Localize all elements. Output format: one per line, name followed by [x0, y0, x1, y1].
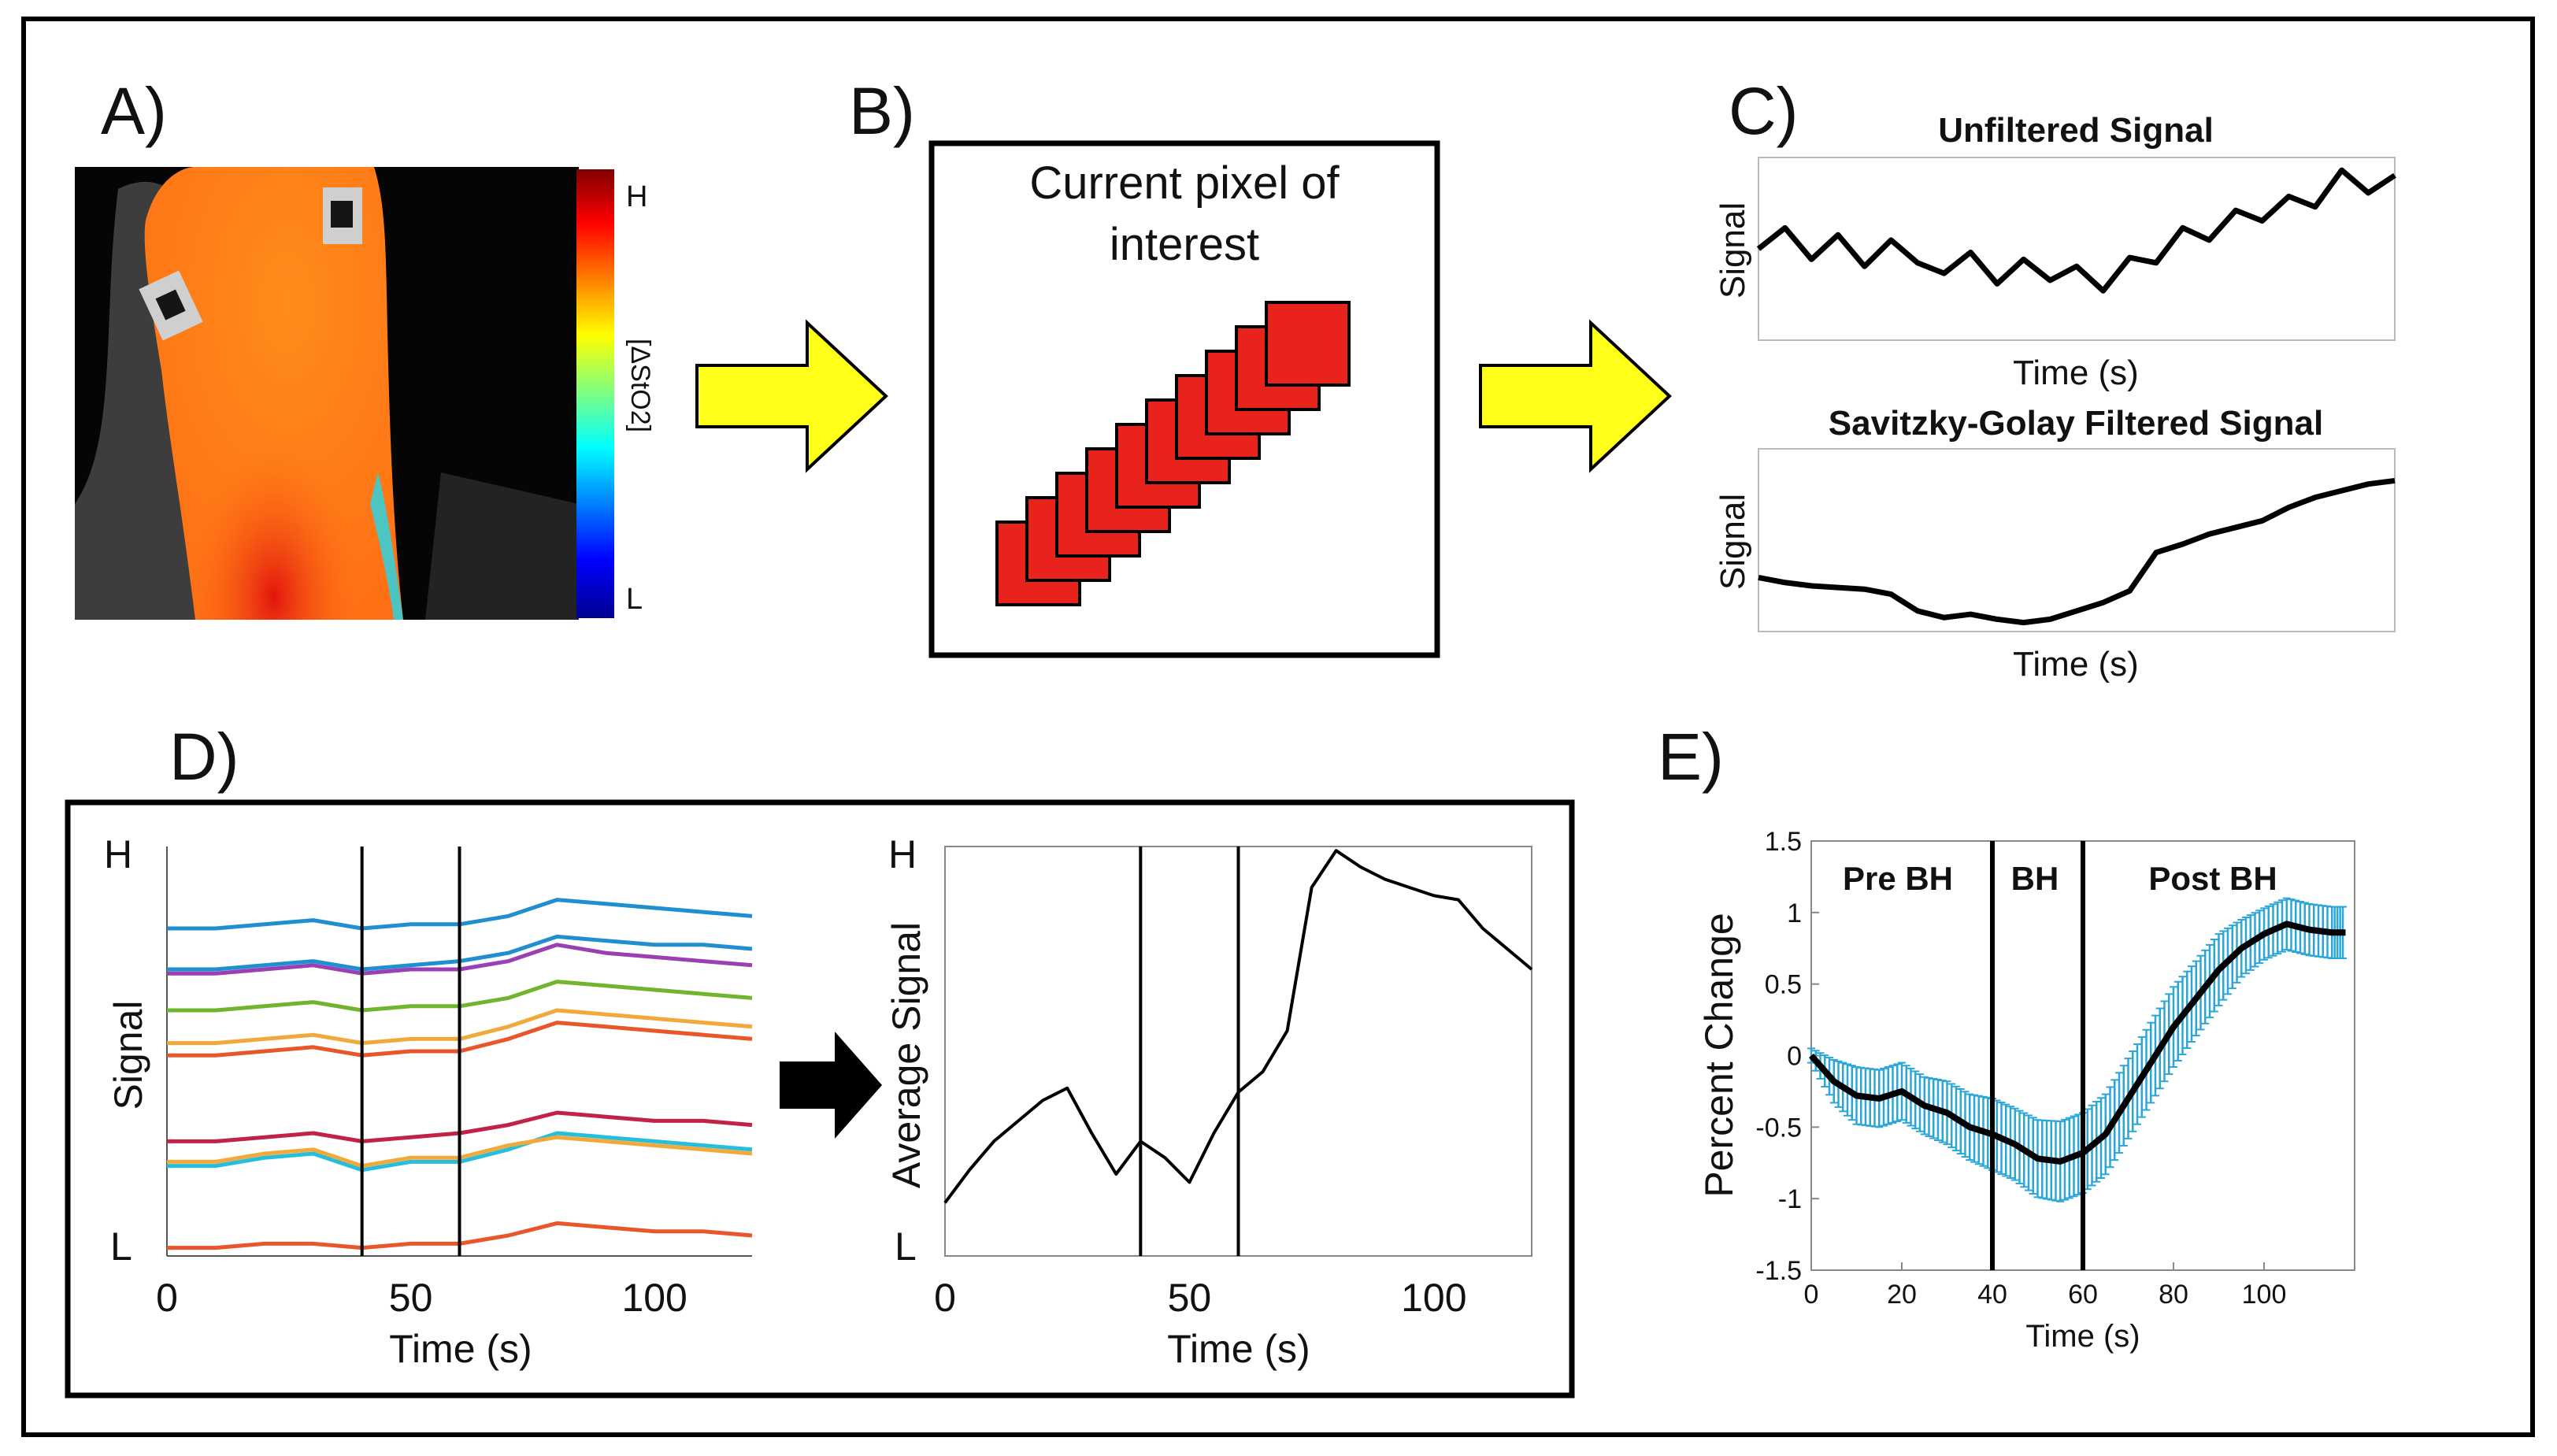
d-right-xticks: 0 50 100 — [934, 1276, 1466, 1320]
panel-e: E) -1.5 -1 -0.5 0 0.5 1 1.5 0 20 40 60 80 100 Pre B… — [1658, 720, 2355, 1354]
panel-b-caption-line2: interest — [1110, 219, 1259, 270]
x-tick-label: 50 — [389, 1276, 433, 1320]
dark-region — [425, 472, 579, 620]
pixel-stack — [995, 301, 1351, 606]
phase-label-post: Post BH — [2148, 860, 2277, 897]
unfiltered-signal-line — [1756, 167, 2396, 294]
filtered-ylabel: Signal — [1714, 494, 1752, 590]
x-tick-label: 20 — [1887, 1280, 1917, 1310]
x-tick-label: 50 — [1168, 1276, 1212, 1320]
y-tick-label: -1 — [1778, 1184, 1802, 1214]
unfiltered-title: Unfiltered Signal — [1938, 111, 2214, 150]
pixel-frame — [1265, 301, 1351, 387]
y-tick-label: 1.5 — [1765, 827, 1802, 857]
x-tick-label: 80 — [2159, 1280, 2188, 1310]
panel-a-label: A) — [101, 74, 167, 148]
panel-b-caption-line1: Current pixel of — [1029, 157, 1340, 209]
arrow-b-to-c — [1479, 319, 1672, 473]
unfiltered-axes — [1758, 157, 2396, 341]
unfiltered-ylabel: Signal — [1714, 202, 1752, 298]
foot-edge-cyan — [370, 472, 403, 620]
e-breath-hold-lines — [1990, 841, 2085, 1270]
d-left-xticks: 0 50 100 — [156, 1276, 687, 1320]
y-tick-label: -0.5 — [1755, 1113, 1802, 1143]
x-tick-label: 100 — [621, 1276, 687, 1320]
phase-label-pre: Pre BH — [1843, 860, 1953, 897]
x-tick-label: 100 — [2242, 1280, 2287, 1310]
arrow-to-average — [780, 1032, 882, 1139]
x-tick-label: 100 — [1401, 1276, 1466, 1320]
d-right-ylabel: Average Signal — [884, 922, 928, 1188]
marker-top-right-center — [331, 201, 353, 228]
y-tick-label: 0.5 — [1765, 970, 1802, 1000]
x-tick-label: 0 — [156, 1276, 178, 1320]
e-yticks: -1.5 -1 -0.5 0 0.5 1 1.5 — [1755, 827, 1819, 1286]
panel-d: D) H L Signal 0 50 100 Time (s) H L Averag… — [65, 720, 1575, 1399]
d-right-low: L — [895, 1224, 917, 1269]
filtered-signal-line — [1758, 477, 2396, 626]
d-right-breath-hold-lines — [1139, 847, 1240, 1256]
x-tick-label: 60 — [2068, 1280, 2098, 1310]
filtered-title: Savitzky-Golay Filtered Signal — [1829, 404, 2323, 443]
colorbar — [576, 169, 614, 618]
y-tick-label: 1 — [1787, 898, 1802, 928]
x-tick-label: 0 — [1804, 1280, 1819, 1310]
x-tick-label: 40 — [1977, 1280, 2007, 1310]
panel-c-label: C) — [1729, 74, 1799, 148]
d-left-xlabel: Time (s) — [389, 1327, 532, 1371]
panel-d-label: D) — [169, 720, 239, 794]
e-ylabel: Percent Change — [1697, 913, 1741, 1197]
filtered-axes — [1758, 448, 2396, 632]
colorbar-quantity-label: [ΔStO2] — [625, 339, 655, 432]
foot-heat-spot — [144, 167, 404, 620]
d-left-breath-hold-lines — [360, 847, 461, 1256]
y-tick-label: 0 — [1787, 1042, 1802, 1072]
panel-b: B) Current pixel of interest — [849, 74, 1440, 658]
unfiltered-xlabel: Time (s) — [2013, 354, 2139, 392]
colorbar-low-label: L — [626, 583, 643, 616]
outer-frame — [21, 17, 2535, 1437]
panel-c: C) Unfiltered Signal Signal Time (s) Sav… — [1714, 74, 2396, 684]
panel-e-label: E) — [1658, 720, 1724, 794]
y-tick-label: -1.5 — [1755, 1256, 1802, 1286]
marker-left — [139, 270, 203, 341]
x-tick-label: 0 — [934, 1276, 956, 1320]
arrow-a-to-b — [695, 319, 888, 473]
d-left-high: H — [104, 832, 132, 876]
colorbar-high-label: H — [626, 180, 647, 213]
phase-label-bh: BH — [2011, 860, 2059, 897]
filtered-xlabel: Time (s) — [2013, 645, 2139, 684]
d-right-high: H — [888, 832, 917, 876]
e-xlabel: Time (s) — [2025, 1319, 2140, 1354]
d-left-ylabel: Signal — [106, 1001, 150, 1110]
d-left-low: L — [110, 1224, 132, 1269]
d-right-xlabel: Time (s) — [1167, 1327, 1310, 1371]
panel-b-label: B) — [849, 74, 915, 148]
panel-a: A) H L [ΔStO2] — [75, 74, 655, 620]
